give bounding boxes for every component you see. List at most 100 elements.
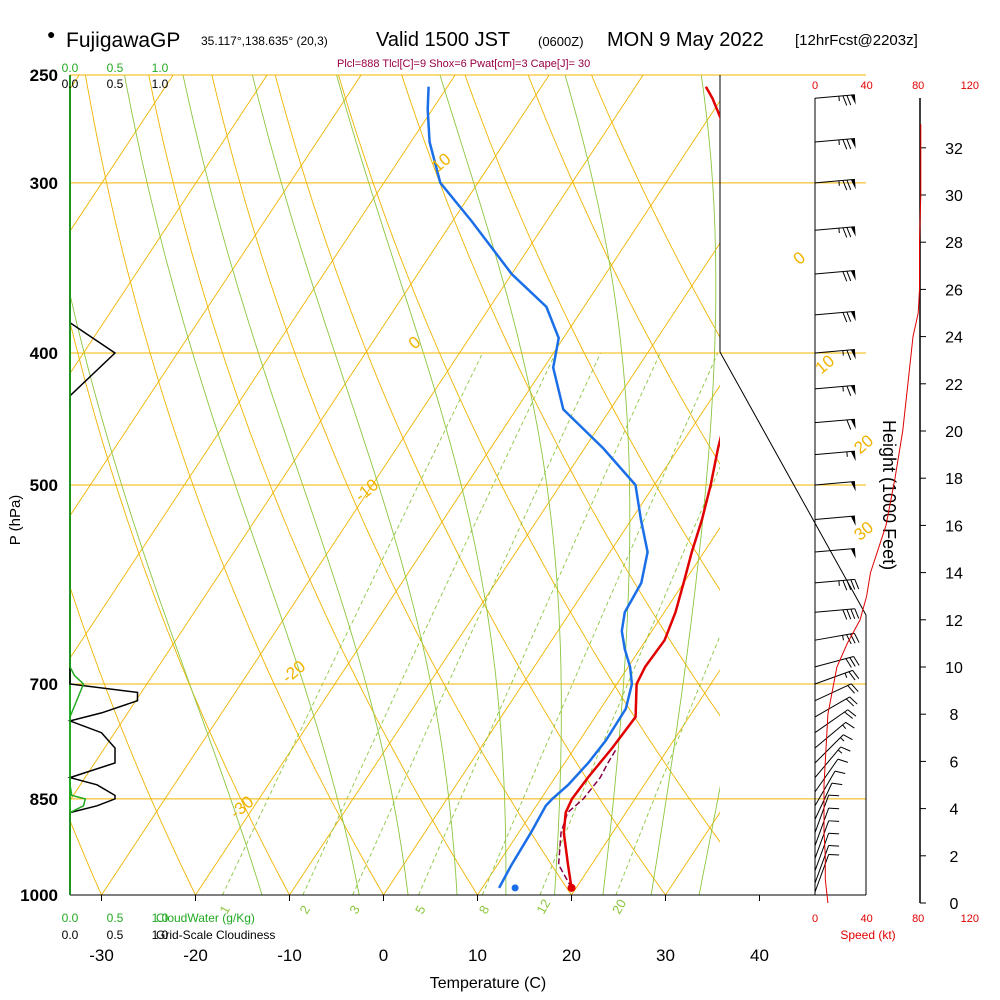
wind-pennant — [850, 311, 856, 322]
wind-barb — [814, 384, 856, 396]
wind-full-barb — [854, 579, 860, 590]
wind-barb-shaft — [814, 807, 830, 846]
wind-full-barb — [847, 709, 857, 717]
wind-pennant — [850, 138, 856, 149]
pressure-tick-label: 400 — [30, 344, 58, 363]
cloud-water-bottom-tick: 0.0 — [62, 911, 79, 925]
wind-barb — [814, 418, 856, 430]
wind-full-barb — [842, 95, 848, 106]
height-tick-label: 4 — [950, 802, 959, 819]
wind-full-barb — [850, 608, 856, 619]
wind-speed-top-tick: 40 — [860, 80, 872, 92]
dry-adiabat-line — [338, 75, 720, 843]
wind-barb-shaft — [814, 833, 830, 872]
wind-full-barb — [854, 608, 860, 619]
wind-barb-shaft — [814, 669, 853, 685]
wind-barb — [814, 770, 846, 807]
mixing-ratio-line — [222, 352, 484, 895]
dry-adiabat-line — [527, 75, 720, 465]
height-tick-label: 24 — [945, 330, 963, 347]
wind-pennant — [850, 515, 856, 526]
pressure-tick-label: 250 — [30, 66, 58, 85]
wind-full-barb — [840, 746, 851, 752]
wind-speed-bottom-tick: 40 — [860, 913, 872, 925]
height-axis-title: Height (1000 Feet) — [879, 420, 899, 570]
wind-full-barb — [846, 179, 852, 190]
height-tick-label: 32 — [945, 141, 963, 158]
wind-barb-shaft — [814, 349, 855, 354]
pressure-tick-label: 700 — [30, 675, 58, 694]
wind-pennant — [850, 179, 856, 190]
wind-full-barb — [845, 721, 855, 729]
height-tick-label: 20 — [945, 424, 963, 441]
height-tick-label: 14 — [945, 566, 963, 583]
cloudiness-top-tick: 0.5 — [107, 77, 124, 91]
wind-barb — [814, 807, 840, 846]
cloudiness-bottom-tick: 1.0 — [152, 928, 169, 942]
wind-full-barb — [828, 794, 840, 797]
moist-adiabat-line — [698, 785, 720, 895]
wind-barb — [814, 178, 856, 191]
dry-adiabat-line — [70, 819, 102, 895]
wind-full-barb — [847, 685, 855, 694]
cloudiness-top-tick: 0.0 — [62, 77, 79, 91]
temp-tick-label: 0 — [379, 946, 388, 965]
wind-barb-shaft — [814, 548, 855, 553]
isotherm-line — [477, 527, 720, 895]
wind-full-barb — [834, 770, 846, 775]
wind-panel — [814, 94, 860, 893]
isotherm-line — [854, 75, 1000, 895]
wind-barb — [814, 794, 840, 833]
wind-barb — [814, 138, 856, 150]
wind-speed-bottom-tick: 0 — [812, 913, 818, 925]
wind-barb-shaft — [814, 854, 830, 893]
wind-barb-shaft — [814, 734, 844, 764]
wind-full-barb — [842, 609, 848, 620]
wind-barb — [814, 656, 860, 668]
wind-barb-shaft — [814, 481, 855, 486]
wind-barb-shaft — [814, 683, 852, 702]
wind-barb — [814, 683, 859, 702]
wind-full-barb — [846, 139, 852, 150]
wind-barb-shaft — [814, 632, 855, 641]
height-tick-label: 28 — [945, 235, 963, 252]
temp-tick-label: -10 — [277, 946, 302, 965]
temp-tick-label: 40 — [750, 946, 769, 965]
wind-barb-shaft — [814, 578, 855, 584]
moist-adiabat-line — [439, 75, 562, 895]
temp-tick-label: 30 — [656, 946, 675, 965]
wind-full-barb — [853, 656, 860, 666]
moist-adiabat-line — [564, 75, 631, 895]
isotherm-label: 0 — [790, 248, 809, 269]
forecast-info: [12hrFcst@2203z] — [795, 32, 918, 49]
wind-barb-shaft — [814, 746, 842, 778]
wind-pennant — [850, 270, 856, 281]
pressure-tick-label: 1000 — [20, 886, 58, 905]
wind-barb — [814, 746, 851, 778]
height-tick-label: 26 — [945, 282, 963, 299]
pressure-tick-label: 850 — [30, 790, 58, 809]
wind-full-barb — [846, 385, 852, 396]
wind-full-barb — [843, 734, 853, 741]
parcel-line — [557, 747, 618, 889]
wind-full-barb — [842, 312, 848, 323]
wind-barb — [814, 515, 856, 526]
temp-tick-label: 10 — [468, 946, 487, 965]
wind-full-barb — [842, 271, 848, 282]
wind-barb-shaft — [814, 94, 855, 99]
wind-pennant — [850, 548, 856, 559]
wind-barb-shaft — [814, 845, 830, 884]
wind-barb — [814, 669, 860, 685]
mixing-ratio-label: 8 — [476, 903, 493, 917]
wind-full-barb — [846, 419, 852, 430]
diagonal-frame-line — [719, 351, 867, 616]
isotherm-line — [70, 75, 268, 375]
wind-full-barb — [849, 657, 856, 667]
wind-speed-label: Speed (kt) — [840, 928, 895, 942]
isotherm-label: 0 — [405, 332, 424, 353]
height-tick-label: 8 — [950, 707, 959, 724]
wind-barb-shaft — [814, 758, 839, 793]
moist-adiabat-line — [650, 75, 717, 895]
